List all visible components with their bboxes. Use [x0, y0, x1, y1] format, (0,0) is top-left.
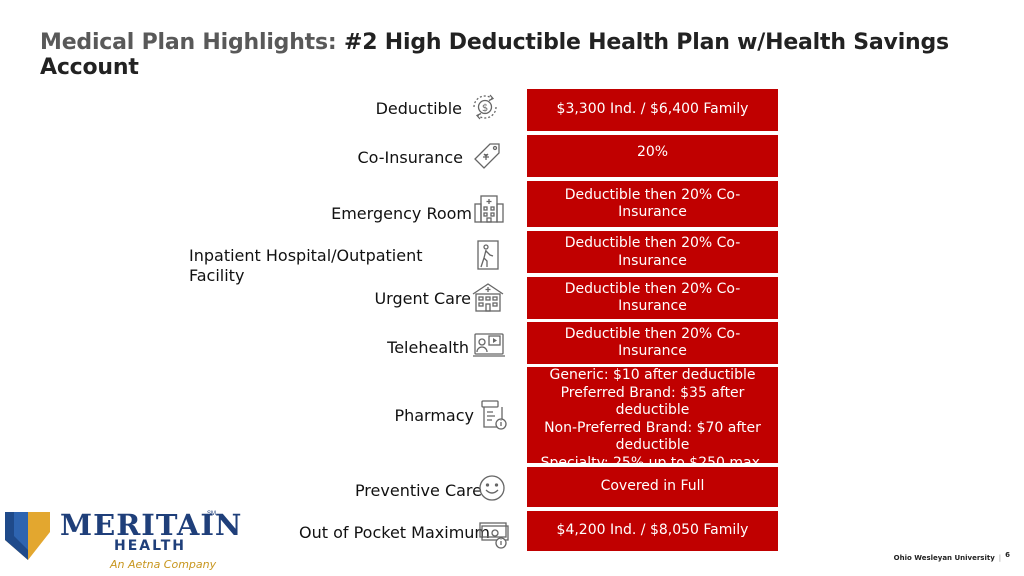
walking-person-door-icon [472, 238, 506, 272]
meritain-health-logo: MERITAIN SM HEALTH An Aetna Company [4, 508, 241, 572]
smile-icon [475, 471, 509, 505]
value-box-preventive-care: Covered in Full [527, 467, 778, 507]
value-text: Covered in Full [600, 478, 705, 495]
footer-org: Ohio Wesleyan University [893, 554, 995, 562]
row-label-pharmacy: Pharmacy [394, 406, 474, 425]
value-text: Generic: $10 after deductible [549, 367, 756, 383]
row-label-out-of-pocket: Out of Pocket Maximum [299, 523, 490, 542]
title-main: #2 High Deductible Health Plan w/Health … [40, 30, 949, 80]
value-text: Deductible then 20% Co-Insurance [564, 280, 741, 315]
video-doctor-icon [472, 328, 506, 362]
footer-separator: | [998, 554, 1002, 562]
slide-title: Medical Plan Highlights: #2 High Deducti… [40, 30, 1024, 80]
prescription-icon [476, 398, 510, 432]
logo-health: HEALTH [114, 538, 186, 554]
title-prefix: Medical Plan Highlights: [40, 30, 337, 55]
svg-text:$: $ [482, 103, 488, 114]
row-label-telehealth: Telehealth [387, 338, 469, 357]
row-label-urgent-care: Urgent Care [374, 289, 471, 308]
logo-tagline: An Aetna Company [110, 558, 217, 571]
value-box-emergency-room: Deductible then 20% Co-Insurance [527, 181, 778, 227]
value-text: Non-Preferred Brand: $70 after [544, 419, 761, 436]
value-text: Deductible then 20% Co-Insurance [564, 235, 741, 269]
slide-footer: Ohio Wesleyan University | 6 [893, 551, 1010, 562]
logo-brand: MERITAIN [60, 508, 243, 542]
page-number: 6 [1005, 551, 1010, 559]
value-box-urgent-care: Deductible then 20% Co-Insurance [527, 277, 778, 319]
hospital-building-icon [472, 192, 506, 226]
logo-shield-icon [5, 512, 50, 560]
value-text: $3,300 Ind. / $6,400 Family [556, 101, 749, 118]
value-box-telehealth: Deductible then 20% Co-Insurance [527, 322, 778, 364]
value-text: deductible [615, 437, 690, 453]
value-text: 20% [636, 144, 669, 161]
row-label-preventive-care: Preventive Care [354, 481, 482, 500]
value-box-co-insurance: 20% [527, 135, 778, 177]
logo-sm-mark: SM [207, 511, 216, 517]
value-text: Deductible then 20% Co-Insurance [564, 325, 741, 360]
row-label-emergency-room: Emergency Room [331, 204, 472, 223]
row-label-deductible: Deductible [375, 99, 462, 118]
price-tag-icon [470, 139, 504, 173]
value-text: Preferred Brand: $35 after deductible [560, 384, 745, 419]
value-text: Specialty: 25% up to $250 max. after [540, 454, 765, 464]
value-box-deductible: $3,300 Ind. / $6,400 Family [527, 89, 778, 131]
money-info-icon [476, 517, 510, 551]
dollar-cycle-icon: $ [468, 90, 502, 124]
clinic-building-icon [471, 280, 505, 314]
value-box-pharmacy: Generic: $10 after deductible Preferred … [527, 367, 778, 463]
value-box-out-of-pocket: $4,200 Ind. / $8,050 Family [527, 511, 778, 551]
value-box-inpatient: Deductible then 20% Co-Insurance [527, 231, 778, 273]
value-text: $4,200 Ind. / $8,050 Family [556, 522, 749, 539]
value-text: Deductible then 20% Co-Insurance [564, 186, 741, 221]
row-label-co-insurance: Co-Insurance [357, 148, 463, 167]
row-label-inpatient: Inpatient Hospital/Outpatient Facility [189, 246, 423, 285]
